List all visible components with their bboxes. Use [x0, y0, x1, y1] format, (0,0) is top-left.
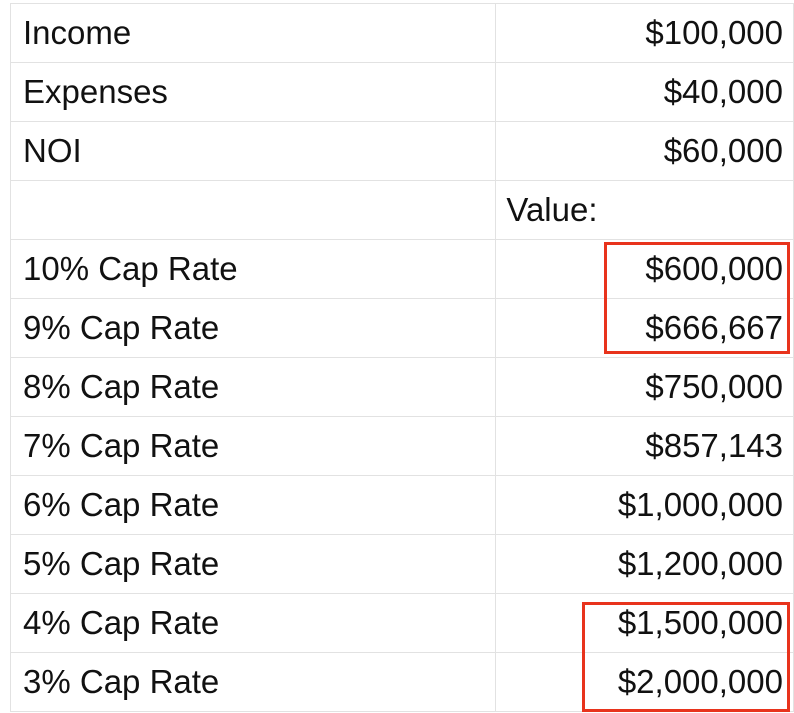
noi-value-cell[interactable]: $60,000: [495, 121, 794, 181]
cap-rate-4-label-cell[interactable]: 4% Cap Rate: [9, 593, 497, 653]
value-header-cell[interactable]: Value:: [495, 180, 794, 240]
income-label-cell[interactable]: Income: [9, 3, 497, 63]
table-row-cap-3: 3% Cap Rate $2,000,000: [9, 652, 794, 712]
cap-rate-3-value-cell[interactable]: $2,000,000: [495, 652, 794, 712]
table-row-cap-4: 4% Cap Rate $1,500,000: [9, 593, 794, 653]
cap-rate-6-label-cell[interactable]: 6% Cap Rate: [9, 475, 497, 535]
empty-label-cell[interactable]: [9, 180, 497, 240]
cap-rate-10-value-cell[interactable]: $600,000: [495, 239, 794, 299]
cap-rate-8-value-cell[interactable]: $750,000: [495, 357, 794, 417]
noi-label-cell[interactable]: NOI: [9, 121, 497, 181]
table-row-value-header: Value:: [9, 180, 794, 240]
cap-rate-5-label-cell[interactable]: 5% Cap Rate: [9, 534, 497, 594]
table-row-noi: NOI $60,000: [9, 121, 794, 181]
cap-rate-9-value-cell[interactable]: $666,667: [495, 298, 794, 358]
table-row-cap-6: 6% Cap Rate $1,000,000: [9, 475, 794, 535]
table-row-cap-10: 10% Cap Rate $600,000: [9, 239, 794, 299]
cap-rate-7-value-cell[interactable]: $857,143: [495, 416, 794, 476]
table-row-cap-8: 8% Cap Rate $750,000: [9, 357, 794, 417]
table-row-cap-9: 9% Cap Rate $666,667: [9, 298, 794, 358]
cap-rate-7-label-cell[interactable]: 7% Cap Rate: [9, 416, 497, 476]
table-row-income: Income $100,000: [9, 3, 794, 63]
cap-rate-6-value-cell[interactable]: $1,000,000: [495, 475, 794, 535]
cap-rate-5-value-cell[interactable]: $1,200,000: [495, 534, 794, 594]
cap-rate-10-label-cell[interactable]: 10% Cap Rate: [9, 239, 497, 299]
table-row-expenses: Expenses $40,000: [9, 62, 794, 122]
expenses-label-cell[interactable]: Expenses: [9, 62, 497, 122]
cap-rate-4-value-cell[interactable]: $1,500,000: [495, 593, 794, 653]
cap-rate-table: Income $100,000 Expenses $40,000 NOI $60…: [9, 3, 794, 712]
cap-rate-3-label-cell[interactable]: 3% Cap Rate: [9, 652, 497, 712]
cap-rate-9-label-cell[interactable]: 9% Cap Rate: [9, 298, 497, 358]
table-row-cap-5: 5% Cap Rate $1,200,000: [9, 534, 794, 594]
cap-rate-8-label-cell[interactable]: 8% Cap Rate: [9, 357, 497, 417]
income-value-cell[interactable]: $100,000: [495, 3, 794, 63]
table-row-cap-7: 7% Cap Rate $857,143: [9, 416, 794, 476]
expenses-value-cell[interactable]: $40,000: [495, 62, 794, 122]
